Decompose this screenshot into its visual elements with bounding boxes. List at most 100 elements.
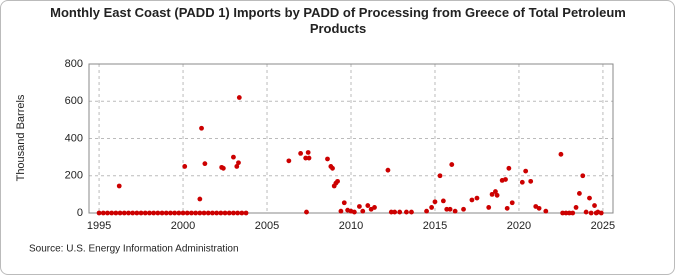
point bbox=[205, 210, 211, 216]
point bbox=[134, 210, 140, 216]
point bbox=[566, 210, 572, 216]
point bbox=[474, 195, 480, 201]
point bbox=[509, 200, 515, 206]
point bbox=[449, 162, 455, 167]
point bbox=[461, 206, 466, 212]
x-tick-label: 2000 bbox=[171, 220, 195, 232]
point bbox=[563, 210, 569, 216]
point bbox=[409, 209, 414, 215]
point bbox=[218, 210, 224, 216]
point bbox=[286, 158, 292, 164]
point bbox=[506, 165, 512, 171]
point bbox=[388, 209, 394, 215]
point bbox=[226, 210, 232, 216]
point bbox=[335, 178, 340, 184]
point bbox=[429, 205, 435, 210]
point bbox=[176, 210, 182, 216]
source: Source: U.S. Energy Information Administ… bbox=[29, 244, 239, 255]
point bbox=[573, 205, 579, 210]
point bbox=[432, 199, 438, 205]
point bbox=[494, 192, 500, 198]
point bbox=[519, 179, 525, 185]
point bbox=[151, 210, 157, 216]
point bbox=[113, 210, 119, 216]
point bbox=[338, 208, 344, 214]
point bbox=[351, 209, 357, 215]
point bbox=[503, 177, 508, 182]
point bbox=[397, 209, 403, 215]
x-tick-label: 1995 bbox=[87, 220, 111, 232]
point bbox=[163, 210, 169, 216]
point bbox=[116, 183, 122, 189]
point bbox=[197, 210, 203, 216]
point bbox=[528, 178, 534, 184]
point bbox=[197, 196, 203, 202]
point bbox=[126, 210, 131, 216]
x-tick-label: 2025 bbox=[591, 220, 615, 232]
point bbox=[447, 206, 453, 212]
point bbox=[96, 210, 102, 216]
point bbox=[180, 210, 186, 216]
y-tick-label: 0 bbox=[77, 207, 83, 219]
point bbox=[100, 210, 106, 216]
point bbox=[105, 210, 110, 216]
point bbox=[189, 210, 194, 216]
point bbox=[325, 156, 330, 162]
point bbox=[182, 164, 188, 169]
point bbox=[536, 205, 542, 211]
y-tick-label: 200 bbox=[65, 170, 83, 182]
point bbox=[109, 210, 115, 216]
point bbox=[356, 204, 362, 209]
point bbox=[486, 205, 492, 210]
point bbox=[222, 210, 228, 216]
point bbox=[580, 173, 586, 179]
point bbox=[570, 210, 576, 216]
point bbox=[234, 164, 240, 169]
point bbox=[365, 203, 371, 208]
point bbox=[231, 154, 236, 160]
point bbox=[239, 210, 245, 216]
point bbox=[214, 210, 220, 216]
point bbox=[560, 210, 566, 216]
point bbox=[236, 160, 241, 166]
point bbox=[303, 155, 309, 161]
chart-title: Monthly East Coast (PADD 1) Imports by P… bbox=[50, 5, 626, 36]
point bbox=[231, 210, 236, 216]
point bbox=[121, 210, 127, 216]
point bbox=[138, 210, 144, 216]
point bbox=[489, 191, 495, 197]
point bbox=[444, 206, 450, 212]
y-tick-label: 800 bbox=[65, 58, 83, 70]
point bbox=[159, 210, 165, 216]
point bbox=[168, 210, 173, 216]
point bbox=[142, 210, 148, 216]
point bbox=[452, 208, 458, 214]
point bbox=[543, 208, 549, 214]
y-axis-label: Thousand Barrels bbox=[15, 94, 27, 181]
point bbox=[305, 150, 311, 155]
point bbox=[236, 95, 242, 100]
point bbox=[193, 210, 199, 216]
point bbox=[201, 210, 207, 216]
point bbox=[155, 210, 161, 216]
point bbox=[440, 198, 446, 204]
point bbox=[330, 165, 335, 171]
x-tick-label: 2020 bbox=[507, 220, 531, 232]
point bbox=[117, 210, 123, 216]
point bbox=[210, 210, 215, 216]
point bbox=[523, 168, 529, 174]
point bbox=[147, 210, 152, 216]
point bbox=[392, 209, 398, 215]
point bbox=[199, 125, 204, 131]
point bbox=[130, 210, 136, 216]
point bbox=[304, 209, 309, 215]
x-tick-label: 2010 bbox=[339, 220, 363, 232]
point bbox=[404, 209, 409, 215]
y-tick-label: 400 bbox=[65, 132, 83, 144]
point bbox=[235, 210, 241, 216]
point bbox=[469, 197, 475, 203]
point bbox=[243, 210, 249, 216]
x-tick-label: 2015 bbox=[423, 220, 447, 232]
